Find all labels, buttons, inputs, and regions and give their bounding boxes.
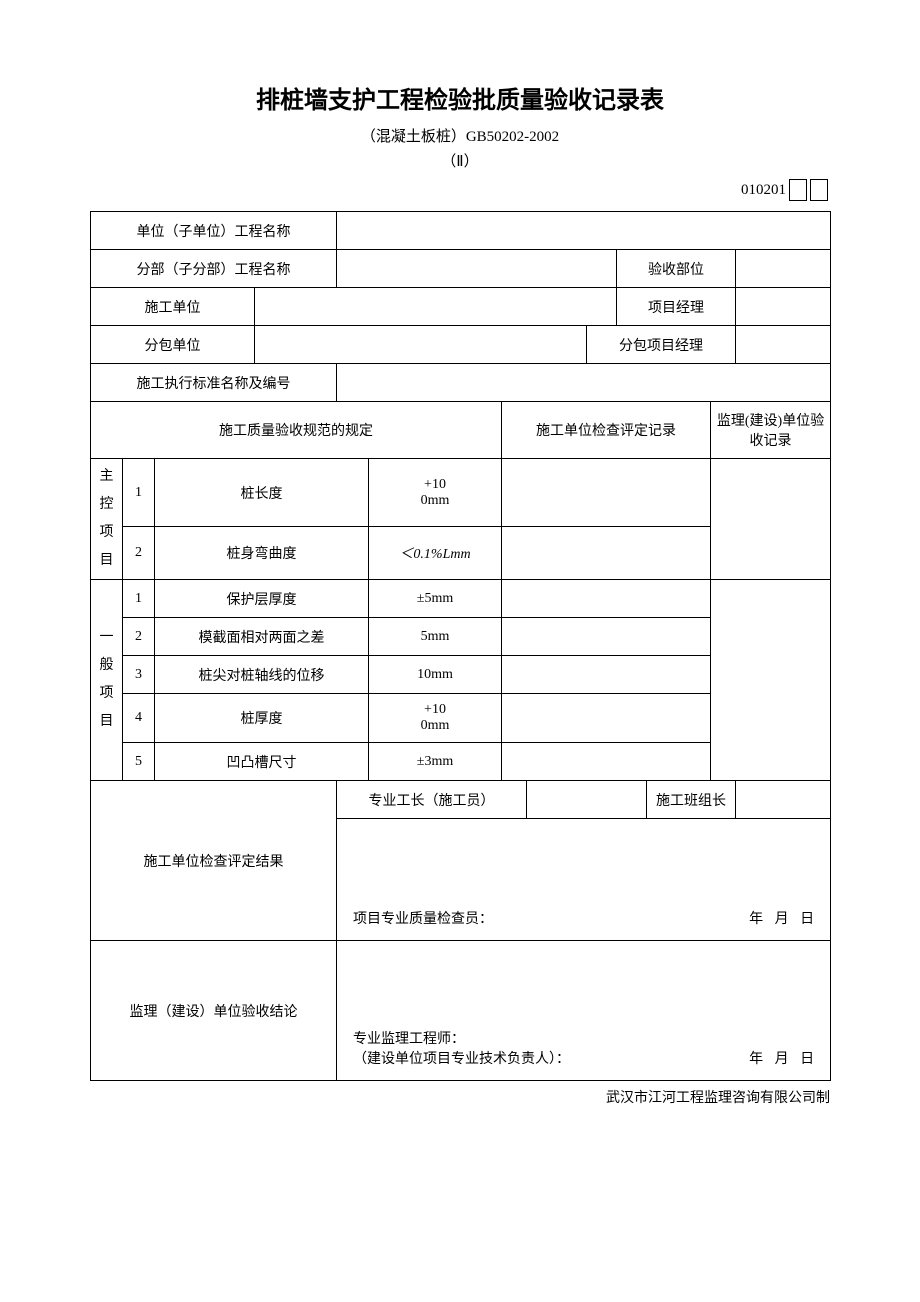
check-record-column-label: 施工单位检查评定记录 <box>502 402 711 459</box>
general-item-2-check[interactable] <box>502 618 711 656</box>
supervision-conclusion-label: 监理（建设）单位验收结论 <box>91 941 337 1081</box>
main-items-supervision[interactable] <box>711 459 831 580</box>
date-label-1: 年 月 日 <box>749 908 814 928</box>
inspection-result-sign[interactable]: 项目专业质量检查员： 年 月 日 <box>337 819 831 941</box>
subcontractor-label: 分包单位 <box>91 326 255 364</box>
general-items-supervision[interactable] <box>711 580 831 781</box>
general-item-3-name: 桩尖对桩轴线的位移 <box>155 656 369 694</box>
date-label-2: 年 月 日 <box>749 1048 814 1068</box>
foreman-label: 专业工长（施工员） <box>337 781 527 819</box>
general-item-3-no: 3 <box>123 656 155 694</box>
supervisor-engineer-label: 专业监理工程师： <box>353 1028 814 1048</box>
main-item-2-no: 2 <box>123 527 155 580</box>
general-item-4-no: 4 <box>123 694 155 743</box>
general-item-1-spec: ±5mm <box>369 580 502 618</box>
main-item-2-check[interactable] <box>502 527 711 580</box>
general-item-5-no: 5 <box>123 743 155 781</box>
general-item-4-spec: +10 0mm <box>369 694 502 743</box>
general-item-1-no: 1 <box>123 580 155 618</box>
quality-inspector-label: 项目专业质量检查员： <box>353 912 493 927</box>
general-item-5-name: 凹凸槽尺寸 <box>155 743 369 781</box>
main-item-2-spec: ＜0.1%Lmm <box>369 527 502 580</box>
sub-project-label: 分部（子分部）工程名称 <box>91 250 337 288</box>
project-manager-label: 项目经理 <box>617 288 736 326</box>
team-leader-value[interactable] <box>736 781 831 819</box>
general-item-3-spec: 10mm <box>369 656 502 694</box>
general-item-4-name: 桩厚度 <box>155 694 369 743</box>
sub-pm-value[interactable] <box>736 326 831 364</box>
footer-text: 武汉市江河工程监理咨询有限公司制 <box>90 1087 830 1107</box>
construction-unit-value[interactable] <box>255 288 617 326</box>
spec-column-label: 施工质量验收规范的规定 <box>91 402 502 459</box>
main-item-1-spec: +10 0mm <box>369 459 502 527</box>
general-items-group-label: 一般项目 <box>91 580 123 781</box>
sub-project-value[interactable] <box>337 250 617 288</box>
sub-pm-label: 分包项目经理 <box>587 326 736 364</box>
general-item-2-spec: 5mm <box>369 618 502 656</box>
form-number-text: 010201 <box>741 182 786 199</box>
general-item-3-check[interactable] <box>502 656 711 694</box>
document-subtitle: （混凝土板桩）GB50202-2002 <box>90 125 830 146</box>
construction-unit-label: 施工单位 <box>91 288 255 326</box>
inspection-result-label: 施工单位检查评定结果 <box>91 781 337 941</box>
main-items-group-label: 主控项目 <box>91 459 123 580</box>
supervision-column-label: 监理(建设)单位验收记录 <box>711 402 831 459</box>
document-title: 排桩墙支护工程检验批质量验收记录表 <box>90 80 830 115</box>
subcontractor-value[interactable] <box>255 326 587 364</box>
supervision-conclusion-sign[interactable]: 专业监理工程师： （建设单位项目专业技术负责人）： 年 月 日 <box>337 941 831 1081</box>
construction-tech-label: （建设单位项目专业技术负责人）： <box>353 1052 570 1067</box>
general-item-4-check[interactable] <box>502 694 711 743</box>
standard-label: 施工执行标准名称及编号 <box>91 364 337 402</box>
acceptance-part-value[interactable] <box>736 250 831 288</box>
form-number-box1[interactable] <box>789 179 807 201</box>
inspection-table: 单位（子单位）工程名称 分部（子分部）工程名称 验收部位 施工单位 项目经理 分… <box>90 211 831 1081</box>
general-item-2-no: 2 <box>123 618 155 656</box>
team-leader-label: 施工班组长 <box>647 781 736 819</box>
standard-value[interactable] <box>337 364 831 402</box>
main-item-1-no: 1 <box>123 459 155 527</box>
general-item-1-name: 保护层厚度 <box>155 580 369 618</box>
main-item-1-check[interactable] <box>502 459 711 527</box>
project-manager-value[interactable] <box>736 288 831 326</box>
general-item-2-name: 模截面相对两面之差 <box>155 618 369 656</box>
form-number-row: 010201 <box>90 179 830 201</box>
general-item-5-check[interactable] <box>502 743 711 781</box>
unit-project-label: 单位（子单位）工程名称 <box>91 212 337 250</box>
document-part: （Ⅱ） <box>90 150 830 171</box>
unit-project-value[interactable] <box>337 212 831 250</box>
form-number-box2[interactable] <box>810 179 828 201</box>
main-item-1-name: 桩长度 <box>155 459 369 527</box>
general-item-1-check[interactable] <box>502 580 711 618</box>
main-item-2-name: 桩身弯曲度 <box>155 527 369 580</box>
foreman-value[interactable] <box>527 781 647 819</box>
general-item-5-spec: ±3mm <box>369 743 502 781</box>
acceptance-part-label: 验收部位 <box>617 250 736 288</box>
